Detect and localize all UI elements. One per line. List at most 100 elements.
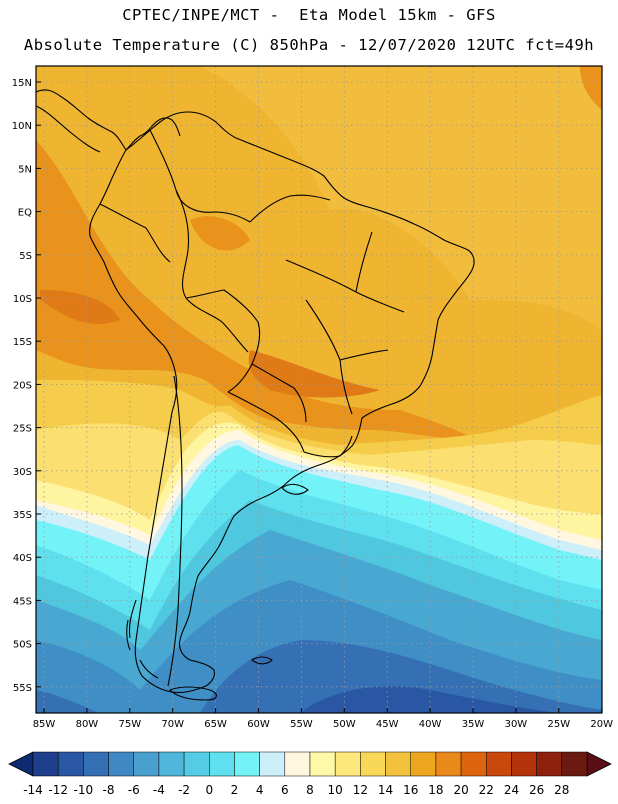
band-minus8 [200,640,602,713]
colorbar-swatch [183,751,210,777]
colorbar-swatch [360,751,386,777]
lat-label: EQ [18,208,32,219]
colorbar-label: -8 [103,783,115,797]
border-brazil-states-3 [355,231,373,293]
colorbar-swatch [158,751,185,777]
lat-label: 45S [13,596,32,607]
colorbar-swatch [410,751,437,777]
lat-label: 35S [13,510,32,521]
lat-label: 25S [13,424,32,435]
lat-label: 5S [19,251,32,262]
border-paraguay [251,363,307,423]
colorbar-swatch [536,751,563,777]
lon-label: 65W [204,719,227,730]
lon-label: 30W [505,719,528,730]
colorbar-swatch [309,751,336,777]
yucatan-coast [36,105,101,153]
colorbar-label: 14 [378,783,393,797]
map-frame [35,65,603,714]
lat-label: 10S [13,294,32,305]
band-minus8-west [36,690,100,713]
longitude-axis: 85W 80W 75W 70W 65W 60W 55W 50W 45W 40W 35W 30W 25W 2… [33,708,613,730]
colorbar-label: 6 [281,783,289,797]
colorbar-label: 26 [529,783,544,797]
colorbar-label: 18 [428,783,443,797]
band-minus10 [300,686,560,713]
colorbar-swatch [460,751,487,777]
colorbar-swatch [209,751,235,777]
colorbar-label: 2 [231,783,239,797]
colorbar-swatch [57,751,84,777]
lat-label: 5N [18,164,32,175]
colorbar-swatch [334,751,361,777]
border-bolivia [185,289,261,393]
lat-label: 20S [13,380,32,391]
chart-title-line-2: Absolute Temperature (C) 850hPa - 12/07/… [23,36,595,54]
hot-corner [580,66,602,110]
border-uruguay [303,435,353,458]
lon-label: 50W [333,719,356,730]
colorbar-label: 10 [328,783,343,797]
lat-label: 10N [12,121,32,132]
latitude-axis: 15N 10N 5N EQ 5S 10S 15S 20S 25S 30S 35S 40S 45S 50S 5… [12,78,41,694]
colorbar-label: 20 [453,783,468,797]
coastlines-borders [36,89,475,701]
colorbar-low-arrow [8,751,34,777]
colorbar-swatch [435,751,462,777]
chile-islands [126,599,159,679]
colorbar-label: 8 [306,783,314,797]
colorbar-swatch [284,751,311,777]
border-guianas [249,194,331,223]
lon-label: 80W [76,719,99,730]
lon-label: 40W [419,719,442,730]
colorbar-label: -12 [48,783,68,797]
border-ecuador-peru [99,203,171,263]
lat-label: 15S [13,337,32,348]
colorbar-label: -14 [23,783,43,797]
colorbar-swatch [385,751,411,777]
lat-label: 50S [13,640,32,651]
falklands-coast [251,656,273,665]
lon-label: 70W [161,719,184,730]
colorbar-label: 24 [504,783,519,797]
hot-spot-center [248,350,380,398]
colorbar-swatch [561,751,588,777]
lon-label: 85W [33,719,56,730]
hot-spot-amazon [190,216,250,251]
lon-label: 35W [462,719,485,730]
lon-label: 75W [118,719,141,730]
colorbar-swatch [486,751,512,777]
lon-label: 55W [290,719,313,730]
border-chile-argentina [167,375,183,687]
lat-label: 15N [12,78,32,89]
colorbar-swatch [259,751,286,777]
lat-label: 55S [13,683,32,694]
colorbar-label: -4 [153,783,165,797]
colorbar-high-arrow [586,751,612,777]
border-colombia-venezuela [149,129,251,223]
colorbar-label: -10 [74,783,94,797]
lon-label: 45W [376,719,399,730]
colorbar-label: -6 [128,783,140,797]
lat-label: 40S [13,553,32,564]
lon-label: 20W [590,719,613,730]
colorbar-swatch [108,751,134,777]
border-brazil-states-4 [339,359,353,415]
lon-label: 25W [547,719,570,730]
colorbar-label: 16 [403,783,418,797]
tierra-del-fuego-coast [169,686,217,701]
colorbar-swatch [234,751,260,777]
colorbar-swatch [83,751,109,777]
colorbar-label: 0 [205,783,213,797]
colorbar-label: 12 [353,783,368,797]
colorbar-swatch [511,751,537,777]
colorbar-label: 4 [256,783,264,797]
lagoa-dos-patos [281,483,309,495]
warm-ocean-band [36,66,602,330]
south-america-coast [89,111,475,694]
hot-spot-west [40,290,120,324]
colorbar-swatch [32,751,59,777]
colorbar-label: 22 [479,783,494,797]
